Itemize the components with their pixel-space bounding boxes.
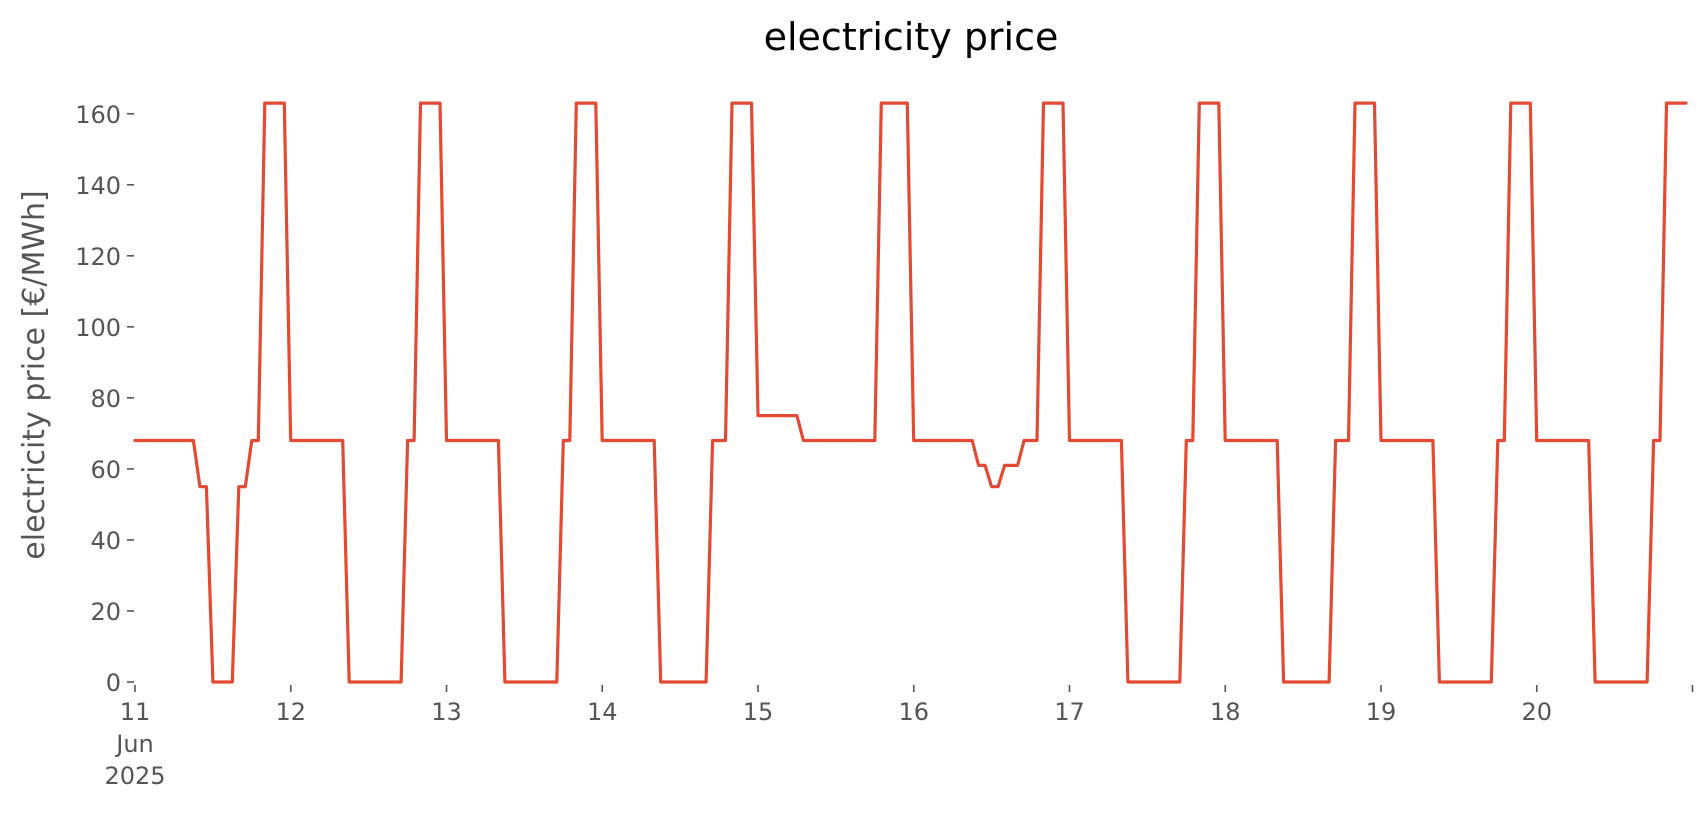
x-tick-label: 2025 xyxy=(104,762,165,790)
price-line xyxy=(133,101,1688,684)
chart-title: electricity price xyxy=(764,15,1059,59)
y-tick-label: 140 xyxy=(75,172,121,200)
y-tick-label: 40 xyxy=(90,527,121,555)
y-axis: 0 20 40 60 80 100 120 140 160 xyxy=(75,101,134,697)
x-tick-label: 13 xyxy=(431,698,462,726)
x-tick-label: 16 xyxy=(898,698,929,726)
y-tick-label: 60 xyxy=(90,456,121,484)
x-tick-label: 18 xyxy=(1210,698,1241,726)
x-tick-label: 11 xyxy=(120,698,151,726)
y-tick-label: 160 xyxy=(75,101,121,129)
x-tick-label: 17 xyxy=(1054,698,1085,726)
y-tick-label: 120 xyxy=(75,243,121,271)
y-tick-label: 80 xyxy=(90,385,121,413)
x-tick-label: Jun xyxy=(114,730,154,758)
y-tick-label: 100 xyxy=(75,314,121,342)
x-tick-label: 14 xyxy=(587,698,618,726)
x-tick-label: 15 xyxy=(743,698,774,726)
y-axis-label: electricity price [€/MWh] xyxy=(17,190,52,559)
x-tick-label: 12 xyxy=(275,698,306,726)
x-axis: 11 Jun 2025 12 13 14 15 16 17 18 19 20 xyxy=(104,685,1694,790)
x-tick-label: 19 xyxy=(1366,698,1397,726)
y-tick-label: 0 xyxy=(106,669,121,697)
y-tick-label: 20 xyxy=(90,598,121,626)
x-tick-label: 20 xyxy=(1521,698,1552,726)
plot-area xyxy=(133,101,1688,684)
